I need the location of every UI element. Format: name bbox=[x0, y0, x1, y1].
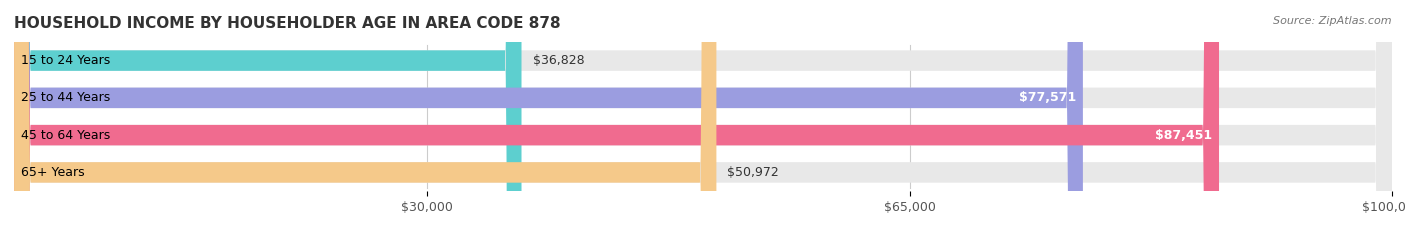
FancyBboxPatch shape bbox=[14, 0, 1392, 233]
Text: $77,571: $77,571 bbox=[1019, 91, 1076, 104]
FancyBboxPatch shape bbox=[14, 0, 1392, 233]
Text: HOUSEHOLD INCOME BY HOUSEHOLDER AGE IN AREA CODE 878: HOUSEHOLD INCOME BY HOUSEHOLDER AGE IN A… bbox=[14, 16, 561, 31]
FancyBboxPatch shape bbox=[14, 0, 1392, 233]
Text: 15 to 24 Years: 15 to 24 Years bbox=[21, 54, 110, 67]
Text: 25 to 44 Years: 25 to 44 Years bbox=[21, 91, 110, 104]
Text: $87,451: $87,451 bbox=[1154, 129, 1212, 142]
FancyBboxPatch shape bbox=[14, 0, 1219, 233]
FancyBboxPatch shape bbox=[14, 0, 717, 233]
FancyBboxPatch shape bbox=[14, 0, 1392, 233]
FancyBboxPatch shape bbox=[14, 0, 522, 233]
Text: Source: ZipAtlas.com: Source: ZipAtlas.com bbox=[1274, 16, 1392, 26]
Text: 45 to 64 Years: 45 to 64 Years bbox=[21, 129, 110, 142]
Text: $50,972: $50,972 bbox=[727, 166, 779, 179]
Text: $36,828: $36,828 bbox=[533, 54, 583, 67]
FancyBboxPatch shape bbox=[14, 0, 1083, 233]
Text: 65+ Years: 65+ Years bbox=[21, 166, 84, 179]
